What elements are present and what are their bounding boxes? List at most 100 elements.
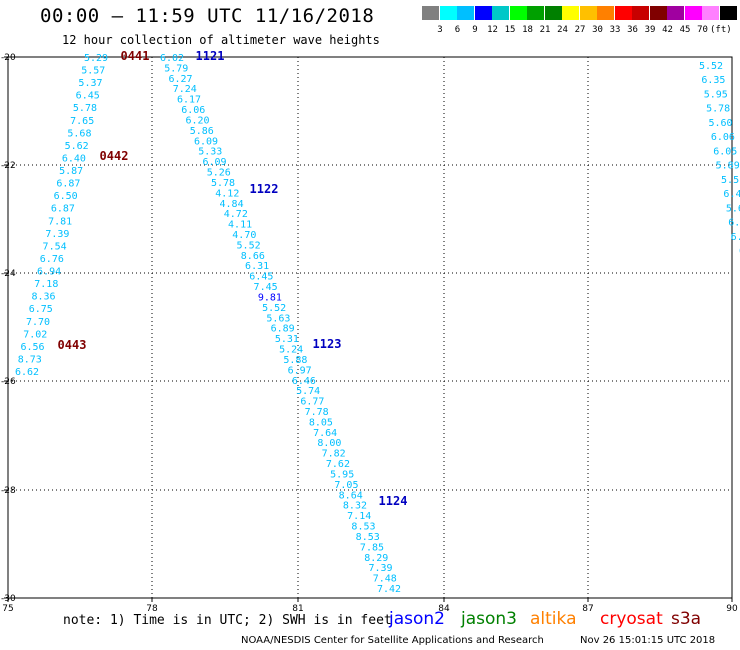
legend-label: 3 [437,25,443,35]
wave-height-label: 5.37 [78,78,102,89]
wave-height-label: 5.88 [283,355,307,366]
wave-height-label: 6.5 [731,232,740,243]
legend-label: 15 [504,25,516,35]
wave-height-label: 8.53 [351,522,375,533]
wave-height-label: 8.32 [343,501,367,512]
wave-height-label: 5.63 [266,313,290,324]
wave-height-label: 7.39 [45,229,69,240]
legend-swatch [632,6,649,20]
wave-height-label: 5.24 [279,345,303,356]
wave-height-label: 6.50 [54,191,78,202]
legend-label: 12 [487,25,498,35]
wave-height-label: 5.52 [237,240,261,251]
legend-swatch [684,6,702,20]
wave-height-label: 6.17 [177,95,201,106]
x-tick-label: 75 [2,604,13,614]
wave-height-label: 6.87 [51,204,75,215]
wave-height-label: 6.31 [245,261,269,272]
wave-height-label: 5.78 [211,178,235,189]
pass-time-label: 0443 [58,338,87,352]
wave-height-label: 5.26 [207,168,231,179]
wave-height-label: 5.5 [721,175,739,186]
wave-height-label: 5.57 [81,66,105,77]
wave-height-label: 7.14 [347,511,371,522]
legend-label: 42 [662,25,673,35]
legend-swatch [439,6,457,20]
wave-height-label: 7.78 [305,407,329,418]
satellite-cryosat: cryosat [600,609,663,629]
x-tick-label: 87 [582,604,593,614]
pass-time-label: 0441 [121,49,150,63]
wave-height-label: 9.81 [258,292,282,303]
wave-height-label: 7.62 [326,459,350,470]
wave-height-label: 7.70 [26,317,50,328]
legend-label: 70 [697,25,708,35]
legend-swatch [597,6,614,20]
legend-swatch [562,6,579,20]
legend-label: 6 [454,25,461,35]
legend-swatch [474,6,492,20]
legend-label: 27 [574,25,586,35]
wave-height-label: 5.86 [190,126,214,137]
wave-height-label: 5.78 [73,103,97,114]
wave-height-label: 7.85 [360,542,384,553]
legend-label: 18 [522,25,533,35]
x-tick-label: 90 [726,604,738,614]
wave-height-label: 8.64 [339,490,363,501]
y-tick-label: -30 [1,594,16,604]
x-tick-label: 78 [146,604,158,614]
wave-height-label: 6.89 [271,324,295,335]
wave-height-label: 7.02 [23,329,47,340]
wave-height-label: 5.31 [275,334,299,345]
y-tick-label: -20 [1,53,16,63]
wave-height-label: 7.18 [34,279,58,290]
wave-height-label: 5.74 [296,386,320,397]
wave-height-label: 5.89 [716,161,740,172]
wave-height-label: 6.20 [185,115,209,126]
wave-height-label: 6.06 [181,105,205,116]
wave-height-label: 6.45 [249,272,273,283]
satellite-jason2: jason2 [389,609,445,629]
wave-height-label: 6.77 [300,397,324,408]
wave-height-label: 6 [739,246,740,257]
wave-height-label: 7.48 [373,574,397,585]
wave-height-label: 7.24 [173,84,197,95]
wave-height-label: 5.68 [67,128,91,139]
y-tick-label: -26 [1,377,16,387]
wave-height-label: 4.72 [224,209,248,220]
legend-swatch [667,6,684,20]
wave-height-label: 5.62 [65,141,89,152]
wave-height-label: 5.78 [706,104,730,115]
wave-height-label: 6.06 [711,132,735,143]
wave-height-label: 5.33 [198,147,222,158]
satellite-jason3: jason3 [461,609,517,629]
legend-swatch [719,6,737,20]
map-frame [7,56,733,599]
legend-swatch [702,6,719,20]
legend-label: 24 [557,25,568,35]
timestamp: Nov 26 15:01:15 UTC 2018 [580,635,716,646]
legend-label: 21 [539,25,551,35]
legend-label: (ft) [710,25,732,35]
wave-height-label: 8.73 [18,354,42,365]
legend-swatch [422,6,439,20]
legend-swatch [579,6,597,20]
legend-label: 30 [592,25,603,35]
wave-height-label: 7.45 [254,282,278,293]
wave-height-label: 5.95 [704,89,728,100]
wave-height-label: 7.05 [334,480,358,491]
pass-time-label: 1122 [250,182,279,196]
pass-time-label: 0442 [100,149,129,163]
pass-time-label: 1121 [196,49,225,63]
legend-label: 39 [644,25,656,35]
legend-label: 9 [472,25,478,35]
legend-swatch [649,6,667,20]
wave-height-label: 6.09 [194,136,218,147]
wave-height-label: 6.62 [15,367,39,378]
wave-height-label: 8.36 [32,292,56,303]
wave-height-label: 5.60 [708,118,732,129]
wave-height-label: 7.54 [43,241,67,252]
wave-height-label: 6.40 [62,153,86,164]
wave-height-label: 5.95 [330,469,354,480]
